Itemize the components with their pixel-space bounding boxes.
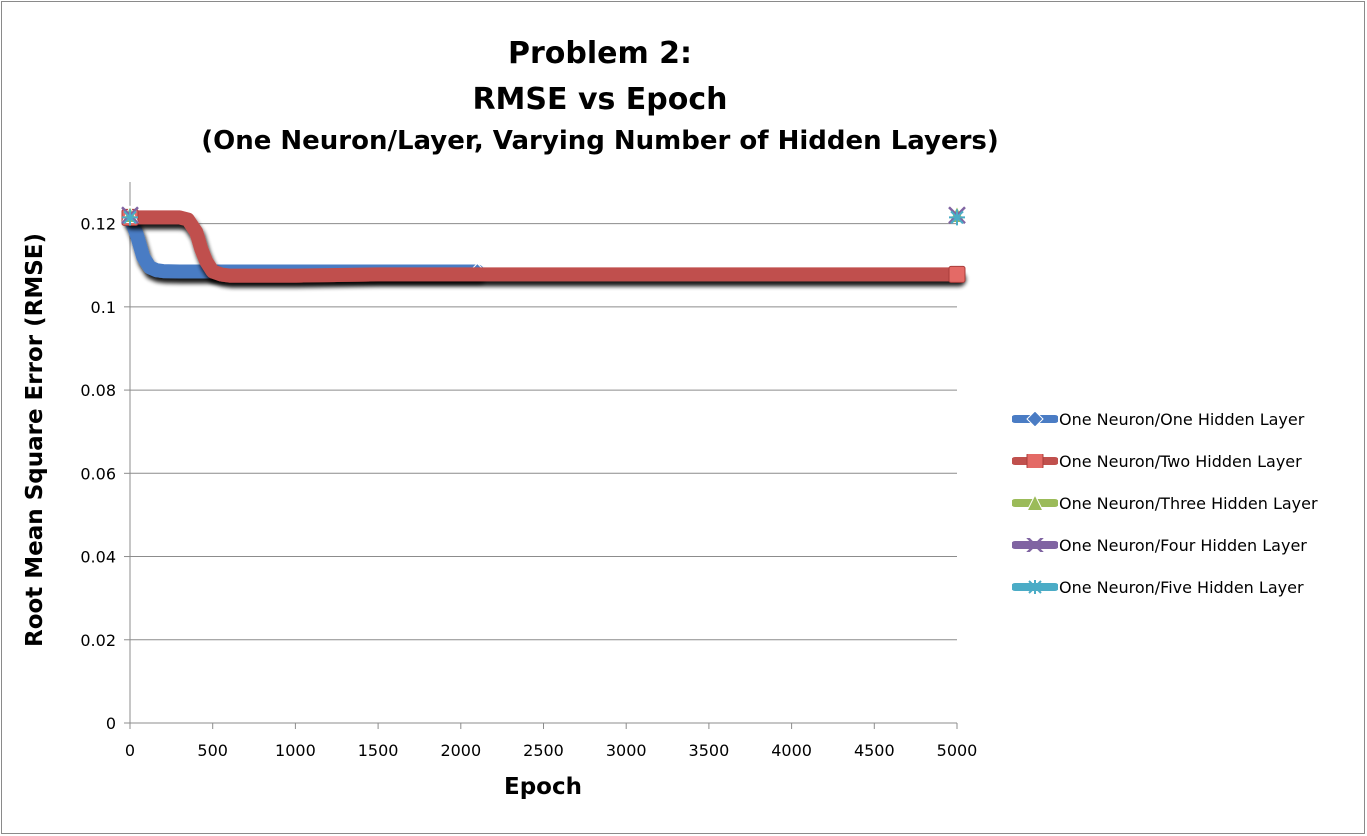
x-tick-label: 1000 — [275, 741, 316, 760]
legend-label: One Neuron/One Hidden Layer — [1059, 409, 1305, 429]
chart-title-line-3: (One Neuron/Layer, Varying Number of Hid… — [201, 126, 999, 156]
x-tick-label: 5000 — [937, 741, 978, 760]
legend-marker — [1026, 412, 1044, 426]
legend-swatch — [1012, 454, 1058, 468]
legend-label: One Neuron/Five Hidden Layer — [1059, 577, 1304, 597]
tick-labels: 0 0.02 0.04 0.06 0.08 0.1 0.12 0 500 1000 1500 2000… — [80, 215, 977, 760]
legend-label: One Neuron/Two Hidden Layer — [1059, 451, 1302, 471]
chart-title-line-1: Problem 2: — [507, 36, 693, 71]
legend-swatch — [1012, 412, 1058, 426]
legend-label: One Neuron/Four Hidden Layer — [1059, 535, 1307, 555]
x-tick-label: 0 — [125, 741, 135, 760]
chart-title-line-2: RMSE vs Epoch — [472, 82, 728, 117]
legend-item: One Neuron/One Hidden Layer — [1012, 398, 1352, 440]
y-tick-label: 0.08 — [80, 381, 116, 400]
legend-item: One Neuron/Five Hidden Layer — [1012, 566, 1352, 608]
legend-marker — [1026, 454, 1044, 468]
y-tick-label: 0.06 — [80, 464, 116, 483]
series-line — [123, 210, 485, 279]
x-tick-label: 4500 — [854, 741, 895, 760]
y-tick-label: 0.02 — [80, 631, 116, 650]
legend-item: One Neuron/Four Hidden Layer — [1012, 524, 1352, 566]
legend-item: One Neuron/Two Hidden Layer — [1012, 440, 1352, 482]
legend-marker — [1026, 496, 1044, 510]
x-tick-label: 2000 — [440, 741, 481, 760]
series-end-marker — [949, 209, 965, 226]
x-tick-label: 3000 — [606, 741, 647, 760]
x-tick-label: 2500 — [523, 741, 564, 760]
legend-item: One Neuron/Three Hidden Layer — [1012, 482, 1352, 524]
series-lines — [121, 205, 966, 283]
legend-swatch — [1012, 580, 1058, 594]
legend-swatch — [1012, 496, 1058, 510]
axes — [124, 182, 958, 729]
y-tick-label: 0.12 — [80, 215, 116, 234]
x-axis-label: Epoch — [504, 774, 582, 800]
series-line — [123, 210, 964, 283]
x-tick-label: 1500 — [358, 741, 399, 760]
legend-swatch — [1012, 538, 1058, 552]
grid-lines — [130, 223, 957, 641]
x-tick-label: 4000 — [771, 741, 812, 760]
y-tick-label: 0 — [106, 714, 116, 733]
y-tick-label: 0.04 — [80, 548, 116, 567]
legend-marker — [1027, 580, 1043, 594]
series-end-marker — [948, 265, 966, 283]
legend-label: One Neuron/Three Hidden Layer — [1059, 493, 1318, 513]
x-tick-label: 500 — [197, 741, 228, 760]
series-start-marker — [122, 209, 138, 226]
legend-marker — [1026, 538, 1044, 552]
series-5 — [122, 209, 965, 226]
x-tick-label: 3500 — [689, 741, 730, 760]
legend: One Neuron/One Hidden Layer One Neuron/Tw… — [1012, 398, 1352, 608]
y-tick-label: 0.1 — [91, 298, 116, 317]
